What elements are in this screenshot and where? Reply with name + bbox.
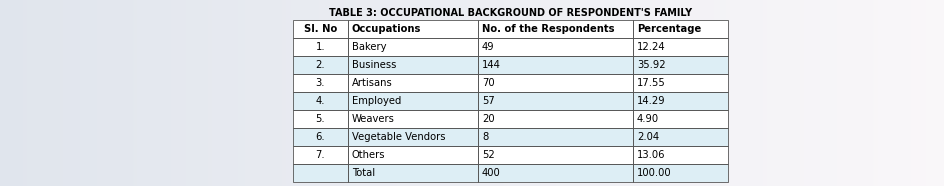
Text: 52: 52 [482,150,495,160]
Bar [293,20,728,38]
Text: 7.: 7. [315,150,326,160]
Text: 6.: 6. [315,132,326,142]
Bar [293,146,728,164]
Text: 1.: 1. [315,42,326,52]
Text: 17.55: 17.55 [637,78,666,88]
Bar [633,74,728,92]
Text: Artisans: Artisans [352,78,393,88]
Text: 20: 20 [482,114,495,124]
Bar [348,164,478,182]
Bar [293,110,348,128]
Text: Percentage: Percentage [637,24,701,34]
Text: Others: Others [352,150,385,160]
Text: Business: Business [352,60,396,70]
Bar [478,38,633,56]
Bar [633,56,728,74]
Text: 400: 400 [482,168,500,178]
Text: Occupations: Occupations [352,24,421,34]
Text: 4.90: 4.90 [637,114,659,124]
Bar [478,92,633,110]
Bar [633,164,728,182]
Text: 35.92: 35.92 [637,60,666,70]
Text: 2.: 2. [315,60,326,70]
Bar [293,92,348,110]
Text: 5.: 5. [315,114,326,124]
Bar [293,164,728,182]
Text: Sl. No: Sl. No [304,24,337,34]
Text: Weavers: Weavers [352,114,395,124]
Bar [633,146,728,164]
Bar [348,56,478,74]
Bar [478,128,633,146]
Text: 2.04: 2.04 [637,132,659,142]
Bar [348,110,478,128]
Text: Bakery: Bakery [352,42,386,52]
Text: 3.: 3. [315,78,326,88]
Bar [478,164,633,182]
Text: 13.06: 13.06 [637,150,666,160]
Bar [293,74,348,92]
Bar [478,146,633,164]
Text: 57: 57 [482,96,495,106]
Text: 49: 49 [482,42,495,52]
Bar [633,92,728,110]
Bar [348,74,478,92]
Bar [293,56,348,74]
Bar [478,74,633,92]
Bar [633,110,728,128]
Bar [293,92,728,110]
Text: 12.24: 12.24 [637,42,666,52]
Bar [348,20,478,38]
Text: 70: 70 [482,78,495,88]
Bar [293,74,728,92]
Bar [478,56,633,74]
Bar [348,146,478,164]
Bar [633,38,728,56]
Text: Total: Total [352,168,375,178]
Bar [293,20,348,38]
Bar [633,128,728,146]
Bar [293,38,728,56]
Bar [478,110,633,128]
Bar [478,20,633,38]
Bar [293,128,348,146]
Bar [293,128,728,146]
Text: No. of the Respondents: No. of the Respondents [482,24,615,34]
Bar [348,92,478,110]
Bar [348,38,478,56]
Text: 100.00: 100.00 [637,168,671,178]
Bar [293,38,348,56]
Bar [293,56,728,74]
Text: 4.: 4. [315,96,326,106]
Text: TABLE 3: OCCUPATIONAL BACKGROUND OF RESPONDENT'S FAMILY: TABLE 3: OCCUPATIONAL BACKGROUND OF RESP… [329,8,692,18]
Bar [348,128,478,146]
Bar [293,146,348,164]
Text: 8: 8 [482,132,488,142]
Text: Employed: Employed [352,96,401,106]
Text: 14.29: 14.29 [637,96,666,106]
Bar [633,20,728,38]
Bar [293,164,348,182]
Bar [293,110,728,128]
Text: Vegetable Vendors: Vegetable Vendors [352,132,446,142]
Text: 144: 144 [482,60,501,70]
